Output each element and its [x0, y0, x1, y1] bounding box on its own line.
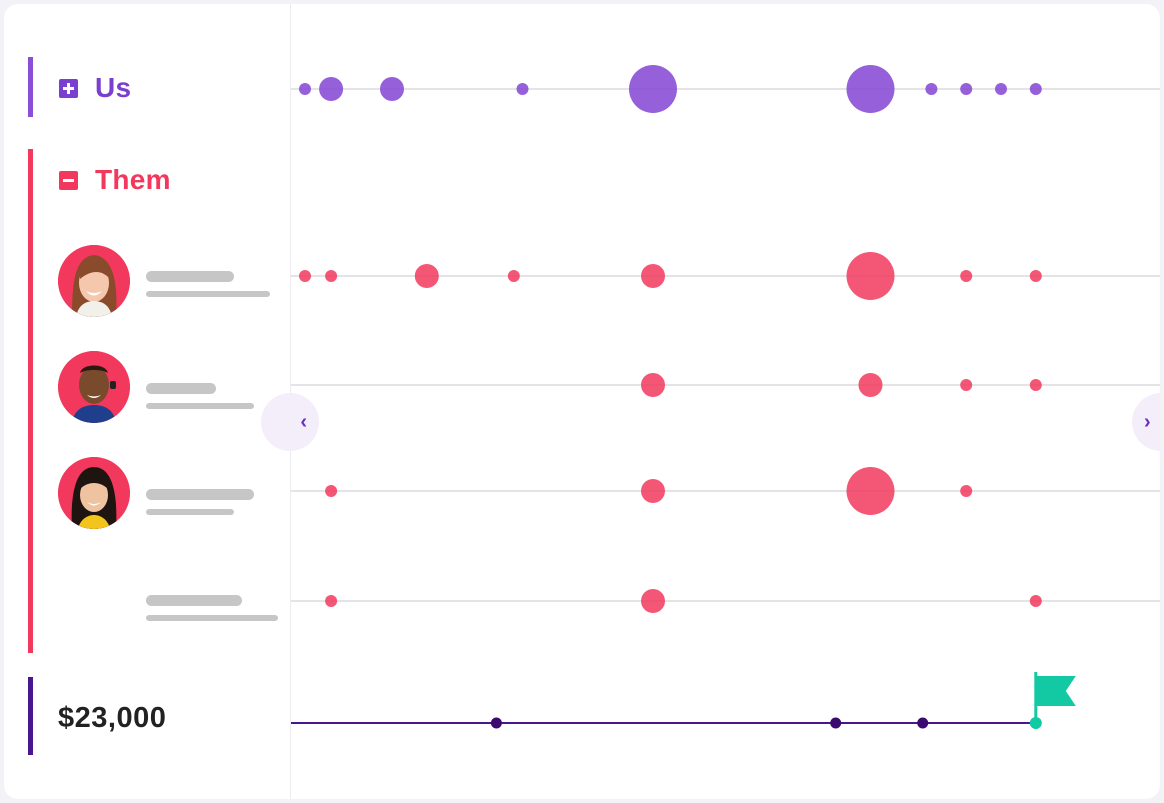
name-placeholder	[146, 595, 242, 606]
total-amount: $23,000	[58, 702, 167, 734]
person-row-3[interactable]	[58, 457, 288, 529]
us-event-dot	[995, 83, 1007, 95]
prev-button[interactable]: ‹	[261, 393, 319, 451]
them-event-dot	[960, 270, 973, 282]
us-group-toggle[interactable]: Us	[59, 72, 131, 104]
them-event-dot	[641, 589, 665, 613]
person-avatar	[58, 245, 130, 317]
person-row-2[interactable]	[58, 351, 288, 423]
milestone-dot	[917, 717, 929, 729]
timeline-svg	[291, 65, 1160, 729]
name-placeholder	[146, 271, 234, 282]
detail-placeholder	[146, 509, 234, 515]
them-event-dot	[641, 373, 665, 397]
them-event-dot	[325, 485, 338, 497]
them-event-dot	[325, 595, 338, 607]
us-event-dot	[380, 77, 404, 101]
timeline-card: Us Them	[4, 4, 1160, 799]
them-event-dot	[641, 479, 665, 503]
them-event-dot	[507, 270, 520, 282]
us-group-label: Us	[95, 72, 132, 103]
total-bar	[28, 677, 33, 755]
them-group-toggle[interactable]: Them	[59, 164, 171, 196]
legend-panel: Us Them	[4, 4, 291, 799]
them-event-dot	[960, 379, 973, 391]
us-event-dot	[516, 83, 529, 95]
us-event-dot	[846, 65, 895, 113]
detail-placeholder	[146, 615, 278, 621]
them-event-dot	[858, 373, 883, 397]
name-placeholder	[146, 489, 254, 500]
us-event-dot	[629, 65, 677, 113]
timeline-chart: ‹ ›	[261, 4, 1160, 799]
them-event-dot	[846, 252, 895, 300]
detail-placeholder	[146, 403, 254, 409]
them-event-dot	[960, 485, 973, 497]
them-event-dot	[641, 264, 665, 288]
person-avatar	[58, 457, 130, 529]
milestone-dot	[490, 717, 502, 729]
us-event-dot	[319, 77, 344, 101]
milestone-dot	[830, 717, 842, 729]
them-event-dot	[414, 264, 439, 288]
them-event-dot	[325, 270, 338, 282]
us-event-dot	[925, 83, 938, 95]
collapse-icon	[59, 170, 78, 190]
chevron-left-icon: ‹	[300, 411, 307, 433]
them-group-bar	[28, 149, 33, 653]
person-avatar	[58, 351, 130, 423]
them-event-dot	[1029, 595, 1042, 607]
them-event-dot	[1029, 379, 1042, 391]
flag-icon	[1036, 676, 1076, 706]
person-row-1[interactable]	[58, 245, 288, 317]
us-event-dot	[960, 83, 973, 95]
us-group-bar	[28, 57, 33, 117]
them-group-label: Them	[95, 164, 171, 195]
detail-placeholder	[146, 291, 270, 297]
them-event-dot	[846, 467, 895, 515]
person-row-4[interactable]	[58, 567, 288, 639]
them-event-dot	[299, 270, 311, 282]
them-event-dot	[1029, 270, 1042, 282]
us-event-dot	[1029, 83, 1042, 95]
name-placeholder	[146, 383, 216, 394]
chevron-right-icon: ›	[1144, 411, 1151, 433]
expand-icon	[59, 78, 78, 98]
us-event-dot	[299, 83, 311, 95]
goal-dot	[1029, 717, 1042, 729]
